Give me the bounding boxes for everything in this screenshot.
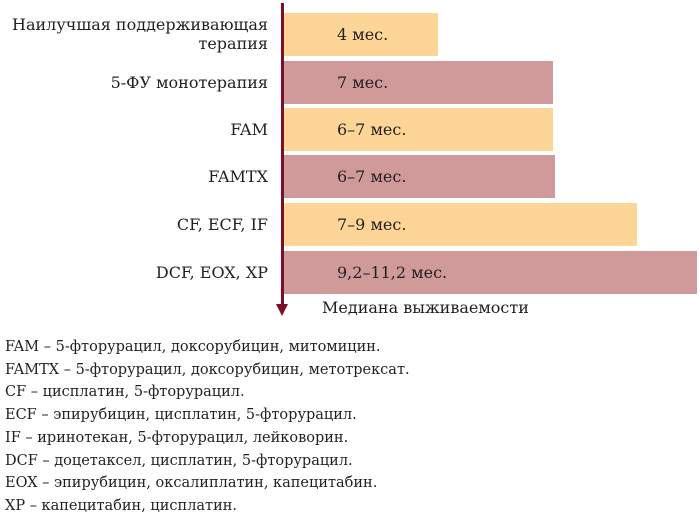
bar-fam: 6–7 мес. <box>284 108 553 151</box>
category-label-cf-ecf-if: CF, ECF, IF <box>176 215 268 234</box>
bar-value-label: 6–7 мес. <box>337 167 407 186</box>
legend-item-if: IF – иринотекан, 5-фторурацил, лейковори… <box>5 429 349 446</box>
legend-item-xp: XP – капецитабин, цисплатин. <box>5 497 238 514</box>
category-label-5fu: 5-ФУ монотерапия <box>110 73 268 92</box>
bar-value-label: 7 мес. <box>337 73 389 92</box>
bar-5fu: 7 мес. <box>284 61 553 104</box>
legend-item-eox: EOX – эпирубицин, оксалиплатин, капецита… <box>5 475 378 492</box>
category-label-fam: FAM <box>230 120 268 139</box>
bar-value-label: 4 мес. <box>337 25 389 44</box>
axis-line <box>281 3 284 306</box>
bar-value-label: 6–7 мес. <box>337 120 407 139</box>
arrow-down-icon <box>276 304 288 316</box>
category-label-best-supportive-care: Наилучшая поддерживающая терапия <box>12 15 268 53</box>
bar-best-supportive-care: 4 мес. <box>284 13 438 56</box>
category-label-dcf-eox-xp: DCF, EOX, XP <box>155 263 268 282</box>
category-label-line: терапия <box>198 34 268 53</box>
bar-cf-ecf-if: 7–9 мес. <box>284 203 637 246</box>
legend-item-fam: FAM – 5-фторурацил, доксорубицин, митоми… <box>5 339 381 355</box>
bar-value-label: 7–9 мес. <box>337 215 407 234</box>
legend-item-ecf: ECF – эпирубицин, цисплатин, 5-фторураци… <box>5 407 357 424</box>
category-label-famtx: FAMTX <box>208 167 268 186</box>
legend-item-famtx: FAMTX – 5-фторурацил, доксорубицин, мето… <box>5 361 410 378</box>
bar-famtx: 6–7 мес. <box>284 155 555 198</box>
bar-dcf-eox-xp: 9,2–11,2 мес. <box>284 251 697 294</box>
legend-item-cf: CF – цисплатин, 5-фторурацил. <box>5 384 245 401</box>
axis-label: Медиана выживаемости <box>322 298 529 317</box>
category-label-line: Наилучшая поддерживающая <box>12 15 268 34</box>
legend-item-dcf: DCF – доцетаксел, цисплатин, 5-фторураци… <box>5 452 353 469</box>
bar-value-label: 9,2–11,2 мес. <box>337 263 448 282</box>
abbreviation-legend: FAM – 5-фторурацил, доксорубицин, митоми… <box>5 336 410 518</box>
